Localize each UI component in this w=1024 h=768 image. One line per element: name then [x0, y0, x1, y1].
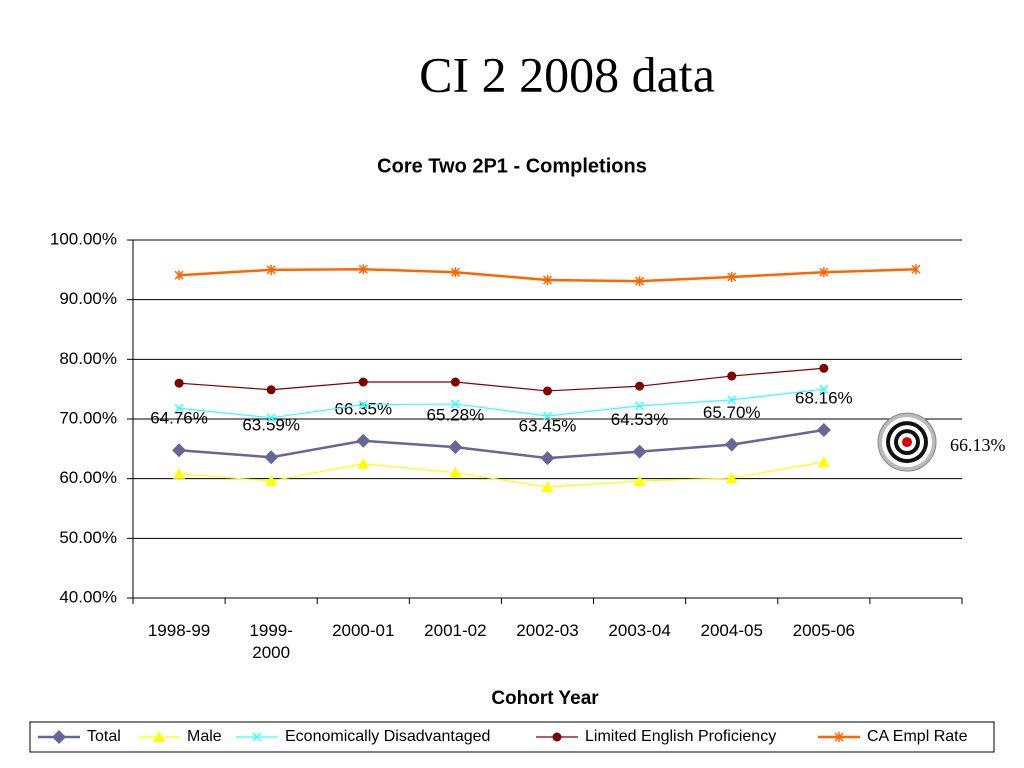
- marker: [358, 400, 368, 410]
- marker: [356, 433, 371, 448]
- marker: [252, 732, 262, 742]
- marker: [817, 455, 830, 467]
- marker: [173, 467, 186, 479]
- y-tick-label: 100.00%: [50, 229, 117, 248]
- y-tick-label: 50.00%: [59, 528, 117, 547]
- marker: [450, 267, 460, 278]
- marker: [266, 413, 276, 423]
- slide-title: CI 2 2008 data: [419, 46, 715, 102]
- marker: [635, 276, 645, 287]
- marker: [819, 267, 829, 278]
- marker: [724, 437, 739, 452]
- marker: [449, 466, 462, 478]
- marker: [153, 731, 165, 742]
- data-label: 64.76%: [150, 409, 208, 428]
- y-tick-label: 40.00%: [59, 587, 117, 606]
- marker: [635, 401, 645, 411]
- marker: [52, 730, 66, 744]
- y-tick-label: 80.00%: [59, 349, 117, 368]
- marker: [358, 264, 368, 275]
- legend-label: CA Empl Rate: [867, 728, 968, 745]
- marker: [174, 403, 184, 413]
- legend-box: [29, 721, 995, 753]
- chart-title: Core Two 2P1 - Completions: [377, 155, 647, 177]
- marker: [727, 271, 737, 282]
- marker: [543, 386, 552, 396]
- marker: [264, 450, 279, 465]
- data-label: 68.16%: [795, 388, 853, 407]
- marker: [358, 377, 368, 387]
- marker: [727, 395, 737, 405]
- x-tick-label: 2004-05: [700, 621, 763, 640]
- data-label: 63.59%: [242, 416, 300, 435]
- x-tick-label: 2002-03: [516, 621, 579, 640]
- x-axis-label: Cohort Year: [491, 688, 599, 709]
- x-tick-label: 2001-02: [424, 621, 487, 640]
- marker: [174, 378, 184, 388]
- data-label: 63.45%: [519, 417, 577, 436]
- y-tick-label: 60.00%: [59, 468, 117, 487]
- x-tick-label: 2005-06: [792, 621, 856, 640]
- target-mark: [906, 441, 908, 444]
- series-line: [179, 367, 824, 392]
- y-tick-label: 90.00%: [59, 289, 117, 308]
- x-tick-label: 2000-01: [332, 621, 395, 640]
- marker: [172, 443, 187, 458]
- legend-label: Limited English Proficiency: [585, 728, 776, 745]
- marker: [635, 381, 645, 391]
- marker: [448, 440, 463, 455]
- x-tick-label: 1999-2000: [249, 621, 293, 662]
- marker: [265, 475, 278, 487]
- marker: [266, 264, 276, 275]
- series-line: [178, 428, 825, 460]
- marker: [725, 472, 738, 484]
- y-tick-label: 70.00%: [59, 408, 117, 427]
- marker: [266, 385, 276, 395]
- marker: [174, 270, 184, 281]
- marker: [816, 422, 831, 437]
- marker: [633, 475, 646, 487]
- marker: [632, 444, 647, 459]
- data-label: 65.70%: [703, 403, 761, 422]
- legend-label: Total: [87, 728, 121, 745]
- marker: [552, 732, 562, 742]
- target-label: 66.13%: [950, 435, 1006, 455]
- series-line: [179, 461, 824, 488]
- marker: [357, 457, 370, 469]
- marker: [450, 399, 460, 409]
- series-line: [178, 388, 824, 419]
- data-label: 66.35%: [334, 399, 392, 418]
- legend-label: Economically Disadvantaged: [285, 728, 490, 745]
- marker: [542, 411, 553, 421]
- legend-label: Male: [187, 728, 222, 745]
- data-label: 65.28%: [427, 406, 485, 425]
- marker: [450, 377, 460, 387]
- data-label: 64.53%: [611, 410, 669, 429]
- marker: [542, 274, 553, 285]
- marker: [819, 384, 829, 394]
- x-tick-label: 1998-99: [147, 621, 211, 640]
- marker: [540, 451, 555, 466]
- marker: [911, 264, 921, 275]
- x-tick-label: 2003-04: [608, 621, 671, 640]
- marker: [541, 481, 554, 493]
- marker: [834, 732, 844, 742]
- marker: [819, 363, 829, 373]
- marker: [727, 371, 737, 381]
